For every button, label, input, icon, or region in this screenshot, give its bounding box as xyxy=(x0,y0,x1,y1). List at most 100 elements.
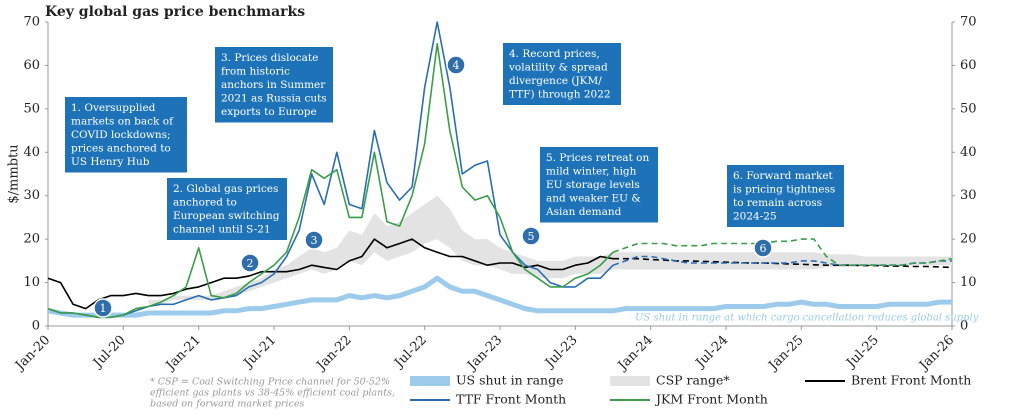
series-line xyxy=(47,42,614,319)
y-tick-label: 30 xyxy=(23,188,40,203)
y2-tick-label: 20 xyxy=(960,232,977,247)
y2-tick-label: 50 xyxy=(960,101,977,116)
y-tick-label: 0 xyxy=(32,319,40,334)
annotation-text: is pricing tightness xyxy=(733,184,835,196)
y2-tick-label: 40 xyxy=(960,145,977,160)
x-tick-label: Jan-24 xyxy=(614,333,656,375)
annotation-number: 4 xyxy=(453,59,460,72)
y2-tick-label: 30 xyxy=(960,188,977,203)
legend-label: US shut in range xyxy=(456,373,563,388)
annotation-marker xyxy=(304,230,324,250)
y2-tick-label: 70 xyxy=(960,15,977,30)
series-line xyxy=(47,21,614,319)
annotation-box xyxy=(167,178,287,240)
forward-line xyxy=(612,255,952,266)
annotation-number: 5 xyxy=(528,230,535,243)
chart-title: Key global gas price benchmarks xyxy=(45,4,305,20)
y-tick-label: 70 xyxy=(23,15,40,30)
x-tick-label: Jul-23 xyxy=(541,333,580,372)
annotation-text: markets on back of xyxy=(71,116,174,128)
annotation-text: prices anchored to xyxy=(71,143,171,155)
annotation-marker xyxy=(93,298,113,318)
annotation-number: 3 xyxy=(311,234,318,247)
y-tick-label: 10 xyxy=(23,275,40,290)
y-tick-label: 60 xyxy=(23,58,40,73)
annotation-text: EU storage levels xyxy=(546,179,640,191)
legend-label: CSP range* xyxy=(656,373,730,388)
y2-tick-label: 10 xyxy=(960,275,977,290)
series-line xyxy=(47,238,614,310)
annotation-text: and weaker EU & xyxy=(546,193,641,205)
y2-tick-label: 0 xyxy=(960,319,968,334)
annotation-number: 6 xyxy=(760,242,767,255)
annotation-text: anchored to xyxy=(173,197,237,209)
x-tick-label: Jan-21 xyxy=(162,333,204,375)
annotation-text: TTF) through 2022 xyxy=(509,89,611,101)
shut-in-note: US shut in range at which cargo cancella… xyxy=(635,313,979,324)
legend-label: TTF Front Month xyxy=(456,392,566,407)
annotation-text: 6. Forward market xyxy=(733,170,834,182)
csp-band xyxy=(148,195,952,305)
x-tick-label: Jan-26 xyxy=(915,333,957,375)
annotation-number: 2 xyxy=(247,257,254,270)
annotation-text: 4. Record prices, xyxy=(509,48,600,60)
annotation-box xyxy=(65,97,187,173)
footnote: * CSP = Coal Switching Price channel for… xyxy=(150,377,390,388)
annotation-box xyxy=(215,47,333,123)
annotation-text: US Henry Hub xyxy=(71,156,150,168)
annotation-marker xyxy=(753,238,773,258)
series-line xyxy=(47,275,952,318)
x-tick-label: Jan-20 xyxy=(11,333,53,375)
legend-item: JKM Front Month xyxy=(610,392,768,407)
y2-tick-label: 60 xyxy=(960,58,977,73)
annotation-box xyxy=(540,147,658,223)
annotation-text: from historic xyxy=(221,66,290,78)
annotation-text: channel until S-21 xyxy=(173,224,271,236)
legend-label: JKM Front Month xyxy=(654,392,768,407)
annotation-text: mild winter, high xyxy=(546,166,637,178)
x-tick-label: Jul-22 xyxy=(391,333,430,372)
annotation-text: divergence (JKM/ xyxy=(509,75,602,87)
x-tick-label: Jul-24 xyxy=(692,333,731,372)
annotation-text: 2024-25 xyxy=(733,211,777,223)
annotation-text: volatility & spread xyxy=(508,62,608,74)
x-tick-label: Jul-20 xyxy=(89,333,128,372)
footnote: efficient gas plants vs 38-45% efficient… xyxy=(150,388,395,399)
y-axis-label: $/mmbtu xyxy=(7,144,22,203)
annotation-text: European switching xyxy=(173,210,280,222)
legend-item: US shut in range xyxy=(410,373,563,388)
annotation-text: 5. Prices retreat on xyxy=(546,152,649,164)
x-tick-label: Jan-25 xyxy=(765,333,807,375)
annotation-text: 2. Global gas prices xyxy=(173,183,278,195)
annotation-marker xyxy=(446,55,466,75)
annotation-number: 1 xyxy=(100,302,107,315)
y-tick-label: 20 xyxy=(23,232,40,247)
annotation-marker xyxy=(521,226,541,246)
legend-swatch xyxy=(410,376,450,386)
footnote: based on forward market prices xyxy=(150,399,304,410)
annotation-marker xyxy=(240,253,260,273)
annotation-text: COVID lockdowns; xyxy=(71,129,171,141)
forward-line xyxy=(612,238,953,266)
x-tick-label: Jul-21 xyxy=(240,333,279,372)
legend-label: Brent Front Month xyxy=(851,373,971,388)
legend-item: TTF Front Month xyxy=(410,392,566,407)
x-tick-label: Jan-23 xyxy=(463,333,505,375)
annotation-text: 2021 as Russia cuts xyxy=(221,93,327,105)
annotation-text: to remain across xyxy=(733,197,822,209)
annotation-text: 3. Prices dislocate xyxy=(221,52,318,64)
y-tick-label: 40 xyxy=(23,145,40,160)
forward-line xyxy=(613,257,953,269)
annotation-text: 1. Oversupplied xyxy=(71,102,156,114)
annotation-box xyxy=(727,165,844,227)
annotation-box xyxy=(503,43,621,105)
x-tick-label: Jul-25 xyxy=(843,333,882,372)
legend-swatch xyxy=(610,376,650,386)
annotation-text: Asian demand xyxy=(545,206,622,218)
annotation-text: exports to Europe xyxy=(221,106,317,118)
legend-item: Brent Front Month xyxy=(805,373,971,388)
legend-item: CSP range* xyxy=(610,373,730,388)
annotation-text: anchors in Summer xyxy=(221,79,326,91)
y-tick-label: 50 xyxy=(23,101,40,116)
